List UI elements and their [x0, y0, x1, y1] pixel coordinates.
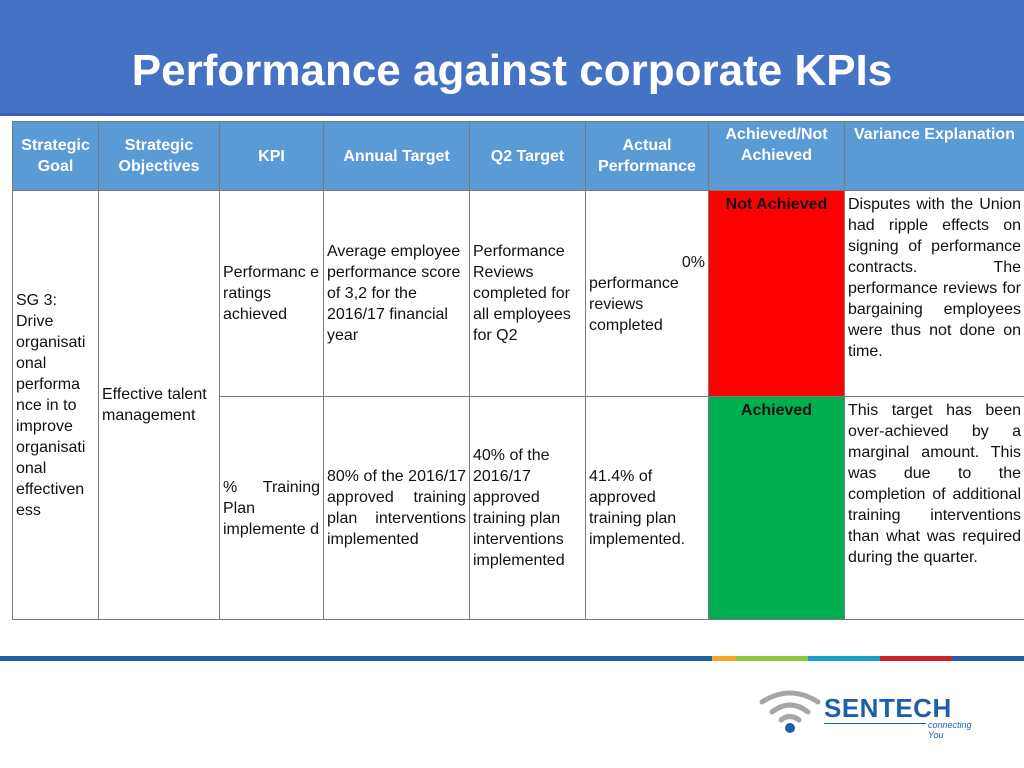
header-strategic-objectives: Strategic Objectives — [98, 121, 220, 191]
wifi-icon — [759, 690, 821, 733]
slide-title: Performance against corporate KPIs — [131, 46, 893, 95]
header-achieved: Achieved/Not Achieved — [708, 121, 845, 191]
kpi-table: Strategic Goal Strategic Objectives KPI … — [12, 121, 1024, 620]
table-header-row: Strategic Goal Strategic Objectives KPI … — [12, 121, 1024, 191]
q2-target-cell: Performance Reviews completed for all em… — [469, 190, 586, 397]
variance-cell: Disputes with the Union had ripple effec… — [844, 190, 1024, 397]
q2-target-cell: 40% of the 2016/17 approved training pla… — [469, 396, 586, 620]
footer-stripe-green — [736, 656, 808, 661]
kpi-cell: Performanc e ratings achieved — [219, 190, 324, 397]
footer-stripe-teal — [808, 656, 880, 661]
footer-stripe-orange — [712, 656, 736, 661]
header-actual-performance: Actual Performance — [585, 121, 709, 191]
table-row: SG 3: Drive organisati onal performa nce… — [12, 190, 1024, 620]
header-variance-explanation: Variance Explanation — [844, 121, 1024, 191]
actual-text: performance reviews completed — [589, 274, 679, 334]
sentech-logo: SENTECH connecting You — [758, 686, 988, 740]
logo-tagline: connecting You — [928, 720, 972, 740]
status-badge: Achieved — [708, 396, 845, 620]
logo-rule — [824, 723, 926, 724]
actual-performance-cell: 0% performance reviews completed — [585, 190, 709, 397]
annual-target-cell: 80% of the 2016/17 approved training pla… — [323, 396, 470, 620]
header-kpi: KPI — [219, 121, 324, 191]
status-badge: Not Achieved — [708, 190, 845, 397]
header-annual-target: Annual Target — [323, 121, 470, 191]
variance-cell: This target has been over-achieved by a … — [844, 396, 1024, 620]
header-q2-target: Q2 Target — [469, 121, 586, 191]
table-row: % Training Plan implemente d 80% of the … — [13, 396, 1024, 620]
title-bar: Performance against corporate KPIs — [0, 0, 1024, 116]
footer-stripe — [0, 656, 1024, 661]
actual-value: 0% — [681, 253, 705, 271]
header-strategic-goal: Strategic Goal — [12, 121, 99, 191]
annual-target-cell: Average employee performance score of 3,… — [323, 190, 470, 397]
logo-wordmark: SENTECH — [824, 693, 952, 723]
strategic-objective-cell: Effective talent management — [98, 190, 220, 620]
footer-stripe-red — [880, 656, 952, 661]
actual-performance-cell: 41.4% of approved training plan implemen… — [585, 396, 709, 620]
strategic-goal-cell: SG 3: Drive organisati onal performa nce… — [12, 190, 99, 620]
kpi-cell: % Training Plan implemente d — [219, 396, 324, 620]
